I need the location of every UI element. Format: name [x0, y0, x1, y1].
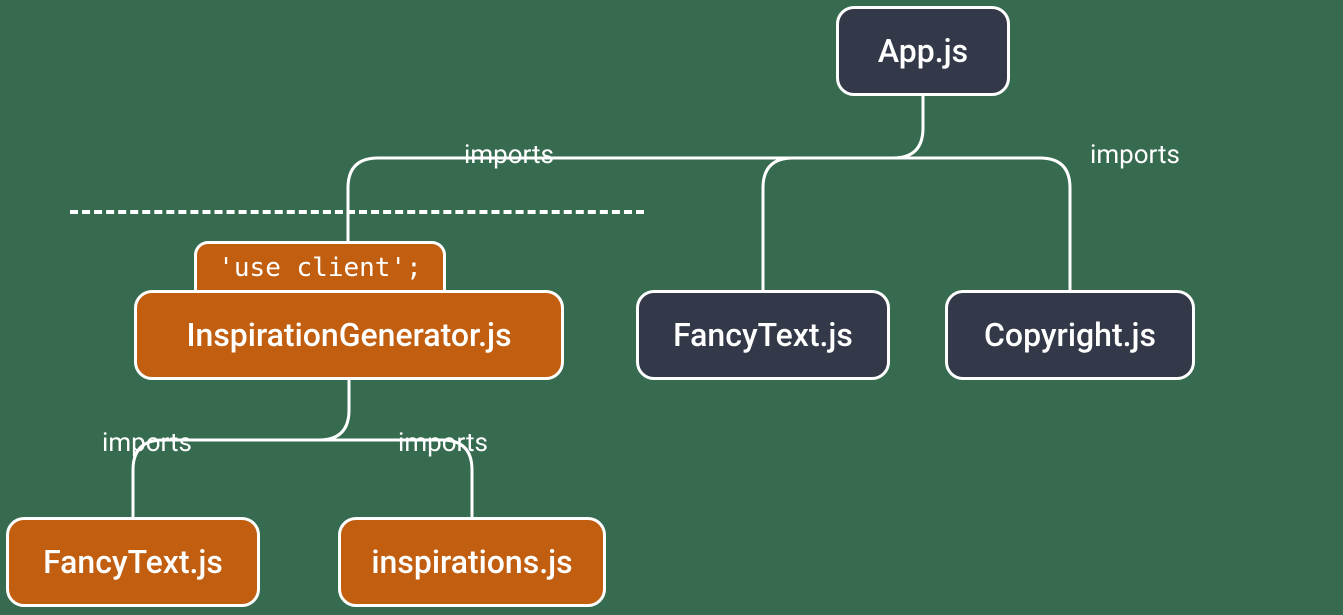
edge-label: imports: [102, 428, 192, 458]
node-fancytext-client: FancyText.js: [6, 517, 260, 607]
node-label: FancyText.js: [673, 316, 853, 354]
node-label: inspirations.js: [371, 543, 572, 581]
edge-label: imports: [398, 428, 488, 458]
node-label: FancyText.js: [43, 543, 223, 581]
node-label: Copyright.js: [984, 316, 1156, 354]
edge-label: imports: [1090, 140, 1180, 170]
client-boundary-line: [70, 210, 644, 214]
node-label: InspirationGenerator.js: [186, 316, 511, 354]
node-copyright: Copyright.js: [945, 290, 1195, 380]
edge-path: [348, 158, 893, 241]
edge-path: [953, 158, 1070, 290]
node-fancytext-server: FancyText.js: [636, 290, 890, 380]
use-client-directive: 'use client';: [194, 241, 446, 293]
edge-path: [893, 96, 923, 158]
node-app: App.js: [836, 6, 1010, 96]
directive-text: 'use client';: [218, 253, 422, 283]
edge-path: [763, 158, 893, 290]
node-inspirations: inspirations.js: [338, 517, 606, 607]
node-label: App.js: [878, 32, 968, 70]
node-inspiration-generator: InspirationGenerator.js: [134, 290, 564, 380]
edge-path: [319, 380, 349, 440]
edge-label: imports: [464, 140, 554, 170]
